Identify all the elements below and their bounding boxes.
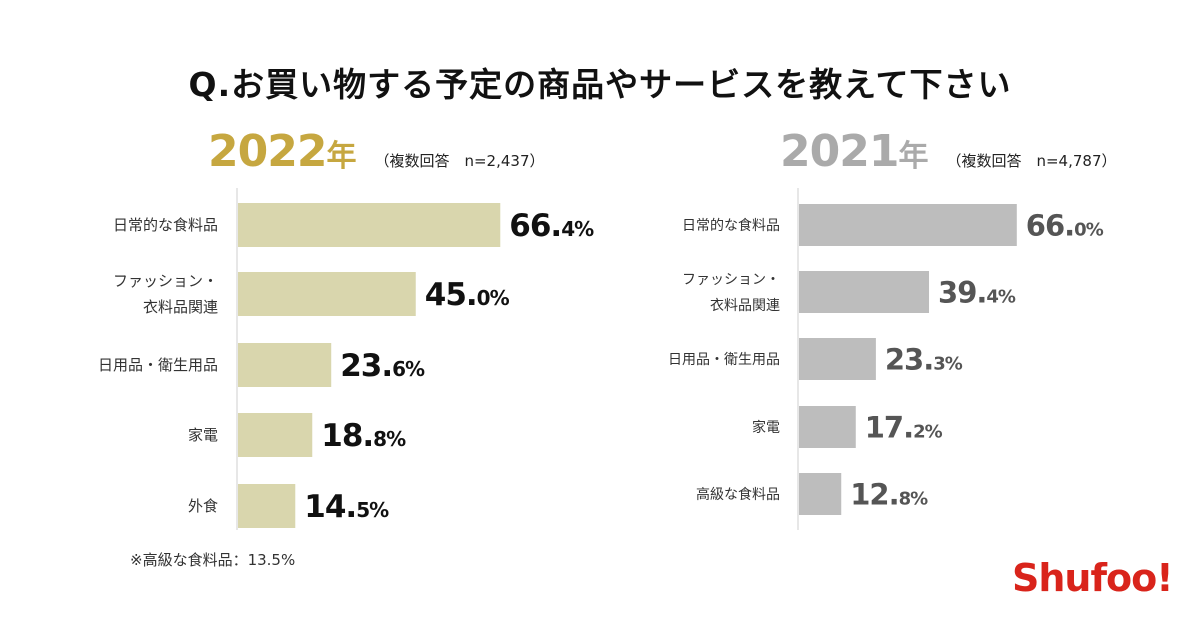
category-label: 日常的な食料品: [682, 217, 780, 234]
bar: [799, 406, 856, 448]
year-heading-2021: 2021 年 （複数回答 n=4,787）: [780, 126, 1117, 177]
chart-2022: 日常的な食料品 66.4% ファッション・衣料品関連 45.0% 日用品・衛生用品 23.…: [98, 188, 595, 530]
year-number: 2021: [780, 126, 899, 177]
category-label: 日常的な食料品: [113, 216, 218, 234]
year-suffix: 年: [898, 139, 929, 174]
footnote: ※高級な食料品：13.5%: [130, 551, 296, 569]
bar: [238, 203, 501, 247]
bar: [799, 204, 1017, 246]
year-suffix: 年: [326, 139, 357, 174]
year-number: 2022: [208, 126, 327, 177]
value-label: 66.0%: [1026, 208, 1104, 242]
bar: [799, 338, 876, 380]
bar: [238, 272, 416, 316]
bar: [238, 413, 313, 457]
category-label: 外食: [188, 497, 218, 515]
value-label: 23.3%: [885, 342, 963, 376]
value-label: 12.8%: [850, 477, 928, 511]
value-label: 14.5%: [304, 489, 389, 525]
value-label: 45.0%: [425, 277, 510, 313]
sample-note: （複数回答 n=2,437）: [374, 152, 545, 170]
category-label: ファッション・: [113, 272, 218, 290]
bar: [799, 271, 930, 313]
bar: [799, 473, 842, 515]
category-label: 家電: [188, 426, 218, 444]
chart-title: Q.お買い物する予定の商品やサービスを教えて下さい: [188, 65, 1012, 104]
value-label: 39.4%: [938, 275, 1016, 309]
shufoo-logo: Shufoo!: [1012, 556, 1174, 600]
value-label: 66.4%: [509, 208, 594, 244]
category-label: 衣料品関連: [710, 298, 780, 314]
value-label: 18.8%: [321, 418, 406, 454]
sample-note: （複数回答 n=4,787）: [946, 152, 1117, 170]
chart-2021: 日常的な食料品 66.0% ファッション・衣料品関連 39.4% 日用品・衛生用品 23.…: [668, 188, 1105, 530]
year-heading-2022: 2022 年 （複数回答 n=2,437）: [208, 126, 545, 177]
category-label: 衣料品関連: [143, 298, 218, 316]
category-label: 家電: [752, 419, 780, 436]
category-label: 日用品・衛生用品: [98, 356, 218, 374]
bar: [238, 484, 296, 528]
bar: [238, 343, 332, 387]
value-label: 17.2%: [865, 410, 943, 444]
category-label: 高級な食料品: [696, 486, 780, 503]
category-label: ファッション・: [682, 272, 780, 288]
value-label: 23.6%: [340, 348, 425, 384]
category-label: 日用品・衛生用品: [668, 352, 780, 368]
